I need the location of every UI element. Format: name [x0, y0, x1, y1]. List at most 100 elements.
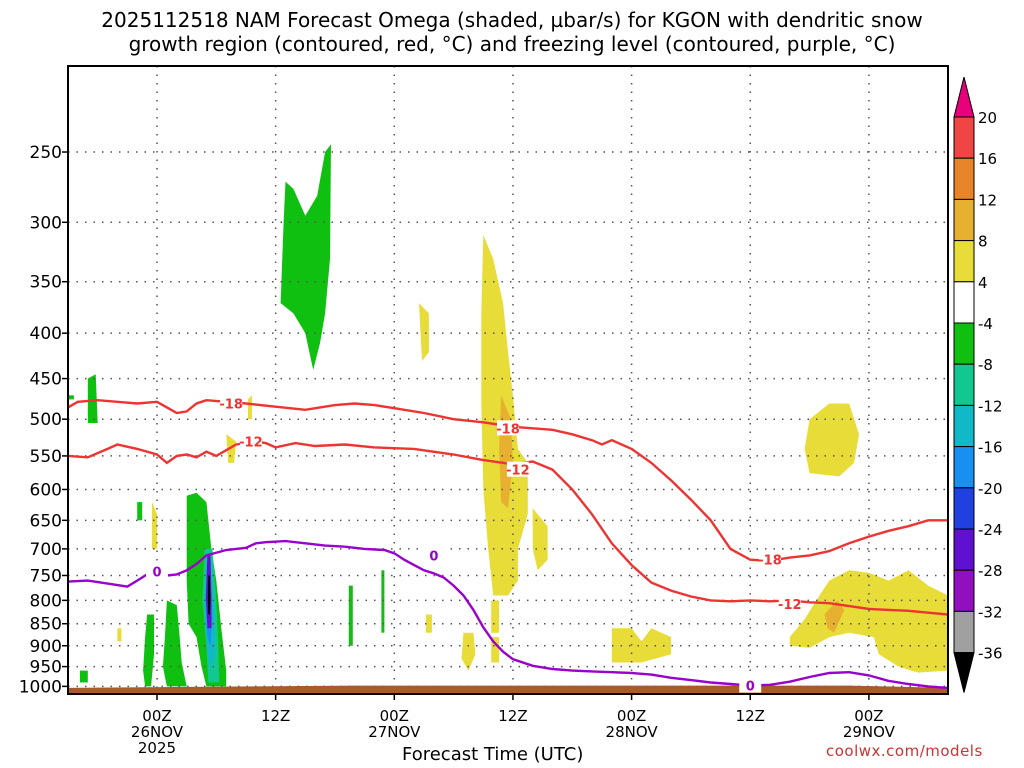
contour-label-bg: [145, 563, 168, 579]
y-tick-label: 250: [30, 143, 62, 163]
credit-link[interactable]: coolwx.com/models: [826, 742, 983, 760]
omega-region-2: [532, 508, 548, 571]
colorbar-label: -4: [978, 315, 993, 333]
omega-region-5: [461, 632, 476, 671]
x-tick-label: 12Z: [498, 707, 527, 725]
contour-label-bg: [778, 596, 801, 612]
contour-label: 0: [429, 549, 438, 564]
omega-region-11: [824, 600, 845, 633]
y-tick-label: 450: [30, 370, 62, 390]
colorbar-bin: [953, 610, 975, 654]
contour-label: 0: [746, 680, 755, 695]
contour-0-line: [68, 539, 948, 690]
colorbar-label: -36: [978, 645, 1003, 663]
colorbar-label: 4: [978, 274, 988, 292]
colorbar-bin: [953, 363, 975, 406]
x-tick-date: 26NOV: [131, 723, 184, 741]
contour-label: -18: [219, 397, 243, 412]
omega-region-7: [491, 637, 500, 663]
omega-region-23: [79, 670, 88, 683]
omega-region-12: [152, 502, 157, 549]
contour-label-bg: [220, 395, 243, 411]
y-tick-label: 400: [30, 324, 62, 344]
contour-label-bg: [422, 547, 445, 563]
terrain-fill: [68, 685, 948, 694]
x-tick-label: 12Z: [736, 707, 765, 725]
contour-label: -12: [506, 464, 530, 479]
omega-region-24: [348, 585, 353, 646]
y-tick-label: 750: [30, 566, 62, 586]
omega-region-15: [248, 395, 252, 420]
colorbar-bin: [953, 198, 975, 242]
terrain: [68, 685, 948, 694]
omega-region-13: [117, 628, 122, 642]
omega-region-25: [381, 570, 385, 633]
colorbar-bin: [953, 528, 975, 571]
x-tick-label: 00Z: [380, 707, 409, 725]
x-tick-date: 29NOV: [843, 723, 896, 741]
colorbar-bin: [953, 240, 975, 283]
colorbar-label: 8: [978, 233, 988, 251]
x-tick-date: 28NOV: [606, 723, 659, 741]
colorbar-bottom-arrow: [953, 652, 975, 693]
contour-label: 0: [152, 565, 161, 580]
contour-label: -12: [778, 598, 802, 613]
x-tick-label: 00Z: [854, 707, 883, 725]
omega-region-16: [280, 144, 331, 370]
contour--18-line: [68, 398, 948, 563]
omega-region-22: [143, 614, 154, 687]
y-axis: 2503003504004505005506006507007508008509…: [19, 143, 68, 697]
contour-label-bg: [506, 461, 529, 477]
colorbar-label: -8: [978, 356, 993, 374]
y-tick-label: 350: [30, 273, 62, 293]
colorbar: 20 16 12 8 4 -4 -8 -12 -16 -20 -24 -28 -32 -36: [953, 76, 1003, 693]
omega-region-8: [611, 628, 672, 663]
y-tick-label: 850: [30, 615, 62, 635]
x-tick-year: 2025: [138, 739, 176, 757]
colorbar-label: -20: [978, 480, 1003, 498]
contour-label-bg: [739, 677, 762, 693]
chart-title-line1: 2025112518 NAM Forecast Omega (shaded, µ…: [101, 8, 923, 32]
contour-label: -18: [758, 554, 782, 569]
omega-region-18: [68, 395, 74, 400]
colorbar-bin: [953, 281, 975, 324]
contour-label-bg: [759, 551, 782, 567]
colorbar-label: 16: [978, 150, 997, 168]
colorbar-bin: [953, 569, 975, 612]
y-tick-label: 500: [30, 410, 62, 430]
y-tick-label: 300: [30, 213, 62, 233]
colorbar-bin: [953, 487, 975, 530]
colorbar-bin: [953, 404, 975, 448]
colorbar-label: -24: [978, 521, 1003, 539]
colorbar-bin: [953, 446, 975, 489]
contour-label: -12: [239, 436, 263, 451]
y-tick-label: 600: [30, 480, 62, 500]
x-tick-label: 00Z: [617, 707, 646, 725]
omega-region-21: [162, 600, 187, 687]
contour-label-bg: [497, 420, 519, 436]
omega-region-10: [789, 570, 948, 673]
x-tick-label: 12Z: [261, 707, 290, 725]
colorbar-label: 12: [978, 191, 997, 209]
y-tick-label: 950: [30, 658, 62, 678]
omega-region-19: [137, 502, 143, 521]
omega-shading: [68, 144, 948, 687]
colorbar-label: -32: [978, 603, 1003, 621]
colorbar-label: -12: [978, 397, 1003, 415]
x-tick-label: 00Z: [142, 707, 171, 725]
x-tick-date: 27NOV: [368, 723, 421, 741]
contour-label: -18: [496, 422, 520, 437]
colorbar-bin: [953, 322, 975, 365]
omega-region-3: [419, 303, 429, 362]
omega-region-6: [491, 600, 500, 633]
y-tick-label: 800: [30, 591, 62, 611]
colorbar-bin: [953, 116, 975, 159]
y-tick-label: 550: [30, 447, 62, 467]
contours: -18 -18 -18 -12 -12 -12 0 0 0: [68, 395, 948, 694]
y-tick-label: 650: [30, 511, 62, 531]
chart-title-line2: growth region (contoured, red, °C) and f…: [128, 32, 896, 56]
y-tick-label: 1000: [19, 677, 62, 697]
colorbar-label: -28: [978, 562, 1003, 580]
